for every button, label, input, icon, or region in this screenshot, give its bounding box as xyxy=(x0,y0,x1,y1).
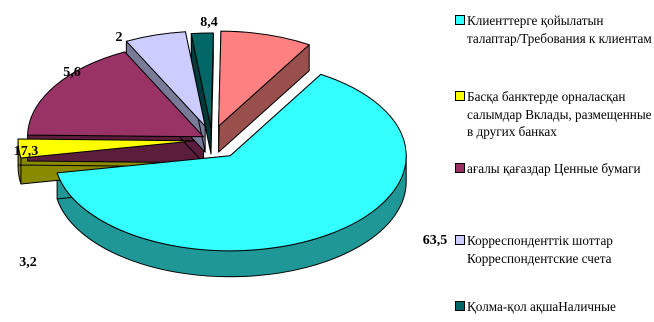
legend-item-deposits-other-banks: Басқа банктерде орналасқан салымдар Вкла… xyxy=(455,88,654,141)
legend-label: ағалы қағаздар Ценные бумаги xyxy=(467,161,641,176)
legend-label: Корреспонденттік шоттар Корреспондентски… xyxy=(467,233,613,266)
legend-item-securities: ағалы қағаздар Ценные бумаги xyxy=(455,160,654,178)
legend-label: Басқа банктерде орналасқан салымдар Вкла… xyxy=(467,89,652,139)
legend-item-client-requirements: Клиенттерге қойылатын талаптар/Требовани… xyxy=(455,12,654,47)
legend-label: Қолма-қол ақшаНаличные xyxy=(467,299,616,314)
legend-swatch xyxy=(455,301,465,311)
pie-slice-correspondent xyxy=(125,31,206,127)
legend-swatch xyxy=(455,91,465,101)
legend-item-correspondent-accounts: Корреспонденттік шоттар Корреспондентски… xyxy=(455,232,654,267)
data-label-other: 8,4 xyxy=(200,15,218,30)
pie-slice-other xyxy=(218,30,310,127)
data-label-client-requirements: 63,5 xyxy=(423,233,448,248)
legend-label: Клиенттерге қойылатын талаптар/Требовани… xyxy=(467,13,652,46)
data-label-securities: 17,3 xyxy=(14,144,39,159)
chart-legend: Клиенттерге қойылатын талаптар/Требовани… xyxy=(455,0,654,322)
data-label-correspondent: 5,6 xyxy=(63,65,81,80)
legend-swatch xyxy=(455,15,465,25)
data-label-cash: 2 xyxy=(116,30,123,45)
pie-slice-cash xyxy=(190,32,214,129)
data-label-deposits: 3,2 xyxy=(19,255,37,270)
legend-swatch xyxy=(455,235,465,245)
legend-item-cash: Қолма-қол ақшаНаличные xyxy=(455,298,654,316)
pie-slice-client-requirements xyxy=(56,73,407,252)
legend-swatch xyxy=(455,163,465,173)
pie-slice-deposits xyxy=(17,138,195,159)
pie-slice-securities xyxy=(27,51,205,138)
